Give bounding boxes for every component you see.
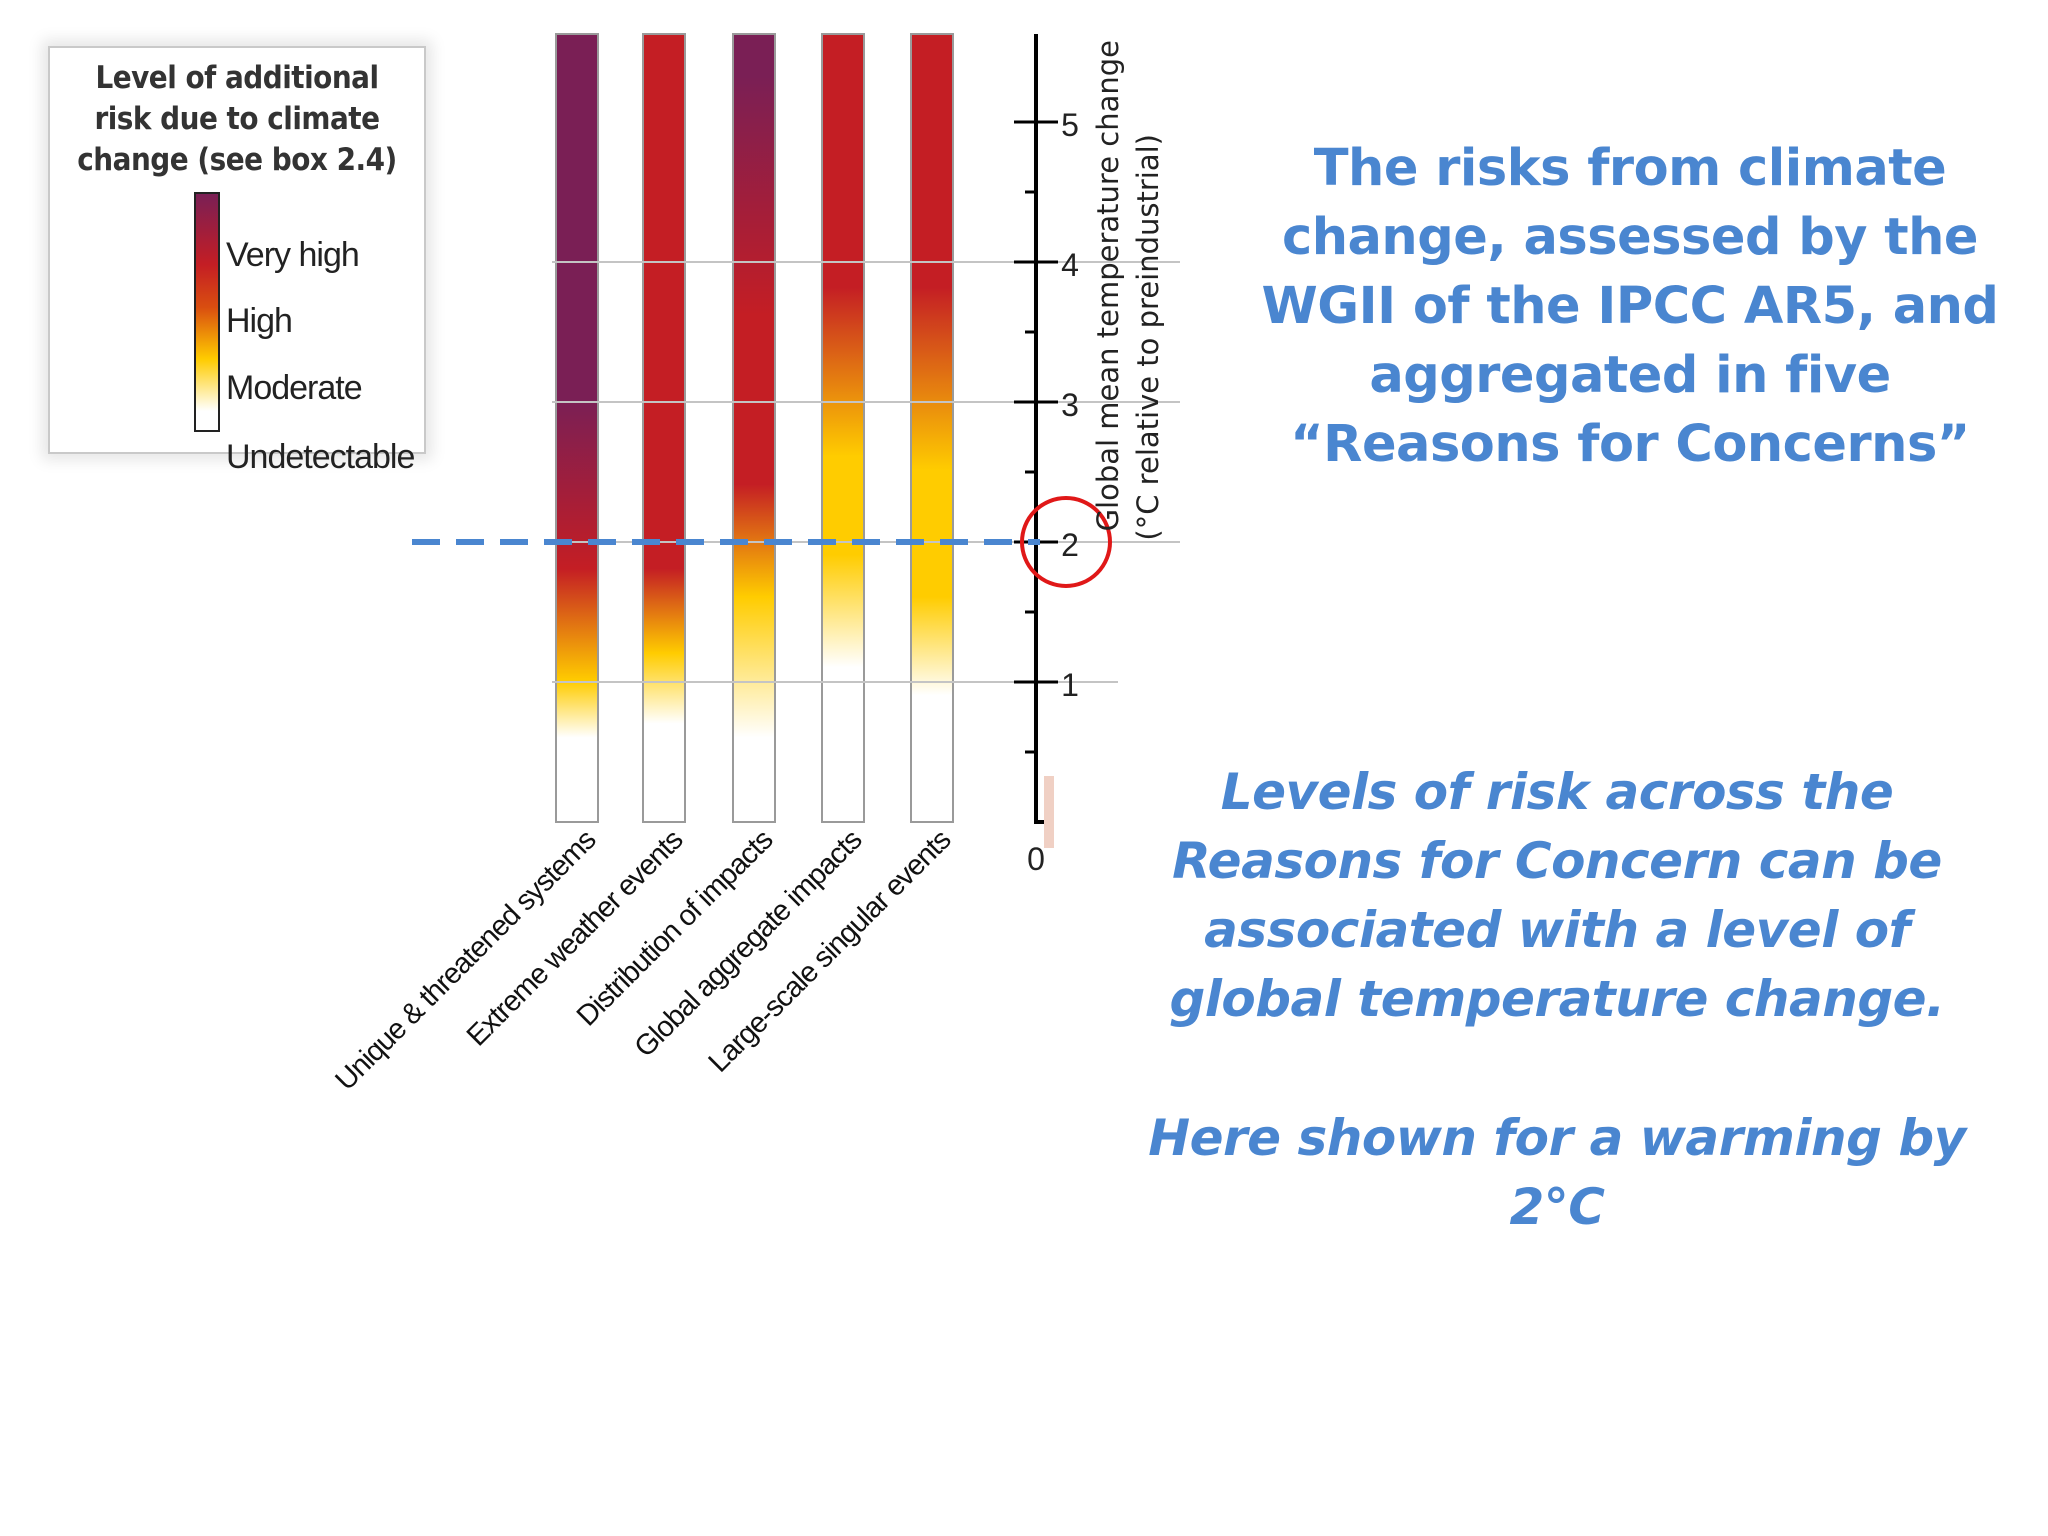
y-tick-label: 4 [1061, 247, 1079, 283]
risk-column-4 [821, 33, 865, 823]
legend-label-high: High [226, 302, 293, 340]
y-axis-title-line-2: (°C relative to preindustrial) [1131, 134, 1165, 541]
risk-column-5 [910, 33, 954, 823]
y-tick-label: 1 [1061, 667, 1079, 703]
y-tick-label: 5 [1061, 107, 1079, 143]
legend-label-moderate: Moderate [226, 369, 363, 407]
explanation-text: Levels of risk across the Reasons for Co… [1169, 763, 1945, 1028]
y-tick-label: 3 [1061, 387, 1079, 423]
risk-column-2 [642, 33, 686, 823]
risk-column-1 [555, 33, 599, 823]
highlight-circle [1020, 496, 1112, 588]
y-tick-label: 0 [1027, 841, 1045, 877]
risk-columns [555, 33, 954, 823]
legend-title: Level of additional risk due to climate … [77, 60, 397, 178]
temperature-axis: 0 1 2 3 4 5 [412, 34, 1112, 877]
risk-column-3 [732, 33, 776, 823]
y-axis-title-line-1: Global mean temperature change [1091, 40, 1125, 531]
warming-note: Here shown for a warming by 2°C [1148, 1109, 1966, 1236]
axis-base-marker [1044, 776, 1054, 848]
y-tick-label: 2 [1061, 527, 1079, 563]
risk-legend: Level of additional risk due to climate … [48, 46, 426, 476]
headline-text: The risks from climate change, assessed … [1261, 139, 1999, 474]
legend-label-very-high: Very high [226, 236, 360, 274]
legend-label-undetectable: Undetectable [226, 438, 415, 476]
legend-color-scale [194, 192, 220, 432]
